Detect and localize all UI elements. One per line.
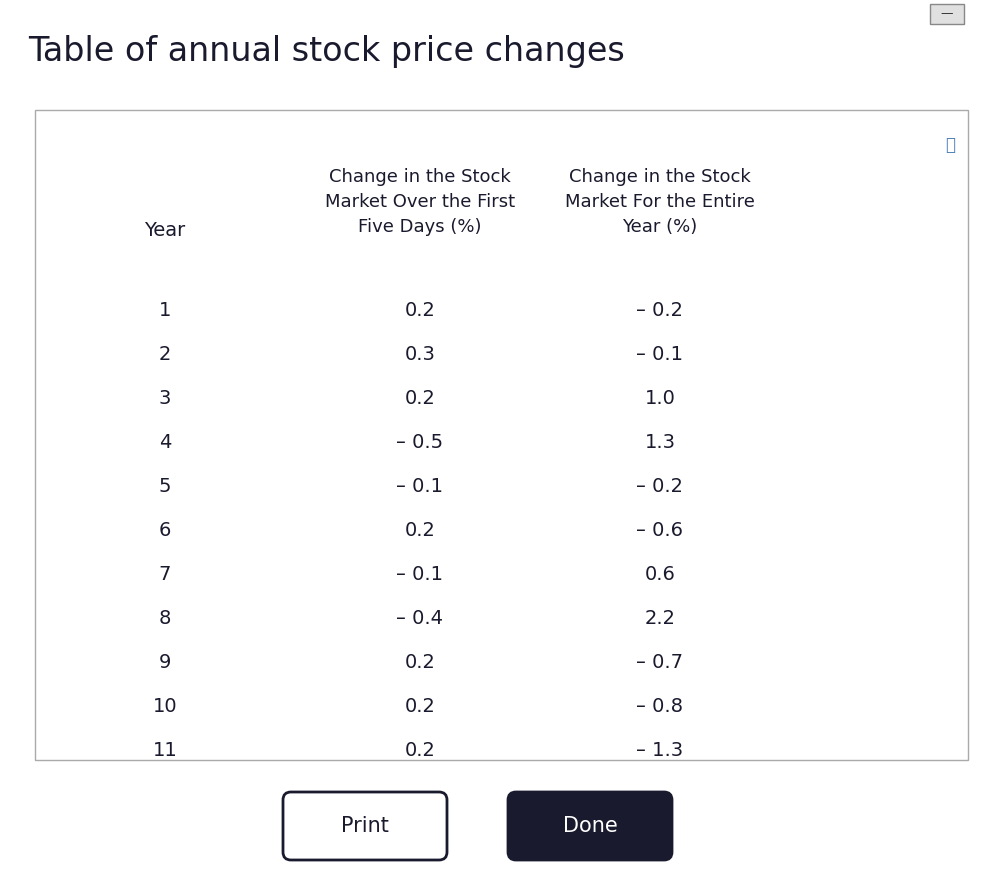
Text: 2: 2 xyxy=(159,345,171,363)
Text: 9: 9 xyxy=(159,653,171,671)
Text: Change in the Stock
Market Over the First
Five Days (%): Change in the Stock Market Over the Firs… xyxy=(325,168,515,236)
FancyBboxPatch shape xyxy=(508,792,672,860)
Text: 7: 7 xyxy=(159,564,171,584)
Text: – 1.3: – 1.3 xyxy=(636,741,683,759)
Text: 0.2: 0.2 xyxy=(404,697,435,715)
Text: – 0.7: – 0.7 xyxy=(636,653,683,671)
Text: 0.2: 0.2 xyxy=(404,741,435,759)
FancyBboxPatch shape xyxy=(283,792,447,860)
Text: – 0.2: – 0.2 xyxy=(636,476,683,496)
Text: – 0.4: – 0.4 xyxy=(396,609,444,627)
Text: 8: 8 xyxy=(159,609,171,627)
FancyBboxPatch shape xyxy=(35,110,968,760)
Text: 6: 6 xyxy=(159,520,171,540)
Text: 4: 4 xyxy=(159,432,171,452)
Text: – 0.2: – 0.2 xyxy=(636,301,683,319)
Text: – 0.6: – 0.6 xyxy=(636,520,683,540)
Text: Change in the Stock
Market For the Entire
Year (%): Change in the Stock Market For the Entir… xyxy=(565,168,755,236)
Text: 0.2: 0.2 xyxy=(404,653,435,671)
Text: 0.3: 0.3 xyxy=(404,345,435,363)
Text: 1: 1 xyxy=(159,301,171,319)
Text: – 0.1: – 0.1 xyxy=(396,476,444,496)
Text: 0.2: 0.2 xyxy=(404,520,435,540)
Text: —: — xyxy=(940,8,954,20)
Text: 10: 10 xyxy=(152,697,177,715)
Text: 1.0: 1.0 xyxy=(644,388,675,407)
Text: ⧉: ⧉ xyxy=(946,136,955,154)
Text: Done: Done xyxy=(562,816,617,836)
Text: 0.2: 0.2 xyxy=(404,388,435,407)
Text: 5: 5 xyxy=(158,476,171,496)
Text: – 0.1: – 0.1 xyxy=(396,564,444,584)
Text: – 0.5: – 0.5 xyxy=(396,432,444,452)
Text: – 0.1: – 0.1 xyxy=(636,345,683,363)
Text: – 0.8: – 0.8 xyxy=(636,697,683,715)
Text: 2.2: 2.2 xyxy=(644,609,675,627)
Text: 11: 11 xyxy=(152,741,177,759)
Text: Print: Print xyxy=(341,816,389,836)
Text: 0.6: 0.6 xyxy=(644,564,675,584)
Text: 1.3: 1.3 xyxy=(644,432,675,452)
FancyBboxPatch shape xyxy=(930,4,964,24)
Text: Table of annual stock price changes: Table of annual stock price changes xyxy=(28,35,625,69)
Text: 3: 3 xyxy=(159,388,171,407)
Text: 0.2: 0.2 xyxy=(404,301,435,319)
Text: Year: Year xyxy=(144,220,185,240)
